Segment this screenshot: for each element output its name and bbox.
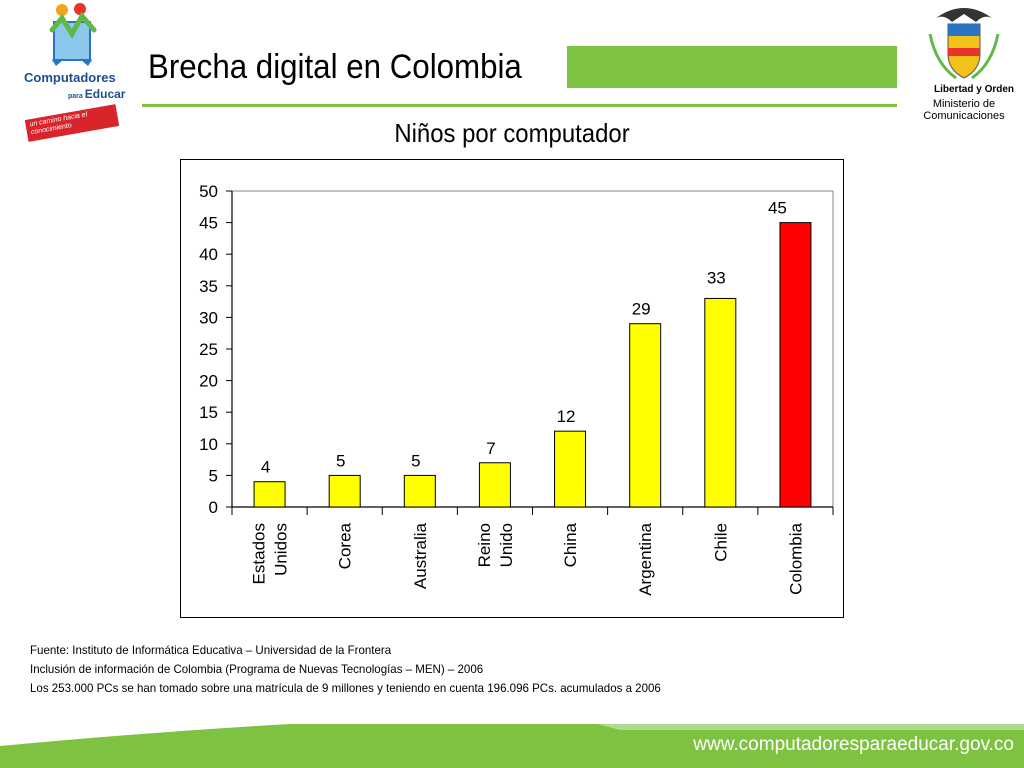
logo-text-para: para [68, 93, 83, 100]
page-title: Brecha digital en Colombia [148, 48, 522, 86]
bar [403, 474, 436, 508]
category-label: China [561, 522, 580, 567]
header-divider [142, 104, 897, 107]
data-label: 45 [768, 199, 787, 218]
category-label: Corea [336, 522, 355, 569]
y-tick-label: 25 [199, 340, 218, 359]
title-bar-background [142, 46, 567, 88]
footer-note-source: Fuente: Instituto de Informática Educati… [30, 643, 392, 657]
bar [629, 323, 662, 508]
y-tick-label: 0 [209, 498, 218, 517]
category-label: Australia [411, 522, 430, 589]
ministry-line2: Comunicaciones [923, 110, 1005, 122]
logo-text-educar: para Educar [68, 87, 125, 101]
data-label: 33 [707, 268, 726, 287]
y-tick-label: 5 [209, 466, 218, 485]
chart-title: Niños por computador [394, 118, 630, 148]
bar [478, 462, 511, 508]
category-label: Reino [475, 523, 494, 567]
y-tick-label: 20 [199, 372, 218, 391]
computadores-para-educar-logo-icon [49, 3, 97, 66]
y-tick-label: 40 [199, 245, 218, 264]
category-label: Colombia [786, 522, 805, 594]
logo-text-educar-word: Educar [84, 87, 126, 101]
y-tick-label: 35 [199, 277, 218, 296]
logo-text-computadores: Computadores [24, 70, 116, 85]
coat-of-arms-motto: Libertad y Orden [934, 84, 1015, 95]
data-label: 29 [632, 300, 651, 319]
bar [253, 481, 286, 508]
bar [328, 474, 361, 508]
category-label: Unido [497, 523, 516, 567]
data-label: 5 [411, 451, 420, 470]
bar [779, 222, 812, 508]
ministry-line1: Ministerio de [932, 98, 996, 110]
data-label: 5 [336, 451, 345, 470]
colombia-coat-of-arms-icon [928, 8, 1000, 80]
footer-band [0, 724, 1024, 768]
y-tick-label: 50 [199, 182, 218, 201]
category-label: Argentina [636, 522, 655, 595]
data-label: 4 [261, 458, 270, 477]
data-label: 7 [486, 439, 495, 458]
y-tick-label: 45 [199, 214, 218, 233]
chart-frame [180, 159, 844, 618]
y-tick-label: 15 [199, 403, 218, 422]
bar [554, 430, 587, 508]
data-label: 12 [557, 407, 576, 426]
ministry-label: Ministerio de Comunicaciones [904, 98, 1024, 122]
footer-note-pcs: Los 253.000 PCs se han tomado sobre una … [30, 681, 661, 695]
category-label: Chile [711, 523, 730, 562]
footer-url-link[interactable]: www.computadoresparaeducar.gov.co [693, 734, 1014, 755]
category-label: Estados [250, 523, 269, 584]
category-label: Unidos [272, 523, 291, 576]
y-tick-label: 10 [199, 435, 218, 454]
y-tick-label: 30 [199, 308, 218, 327]
footer-note-inclusion: Inclusión de información de Colombia (Pr… [30, 662, 484, 676]
footer-notes: Fuente: Instituto de Informática Educati… [30, 641, 687, 698]
bar [704, 297, 737, 508]
